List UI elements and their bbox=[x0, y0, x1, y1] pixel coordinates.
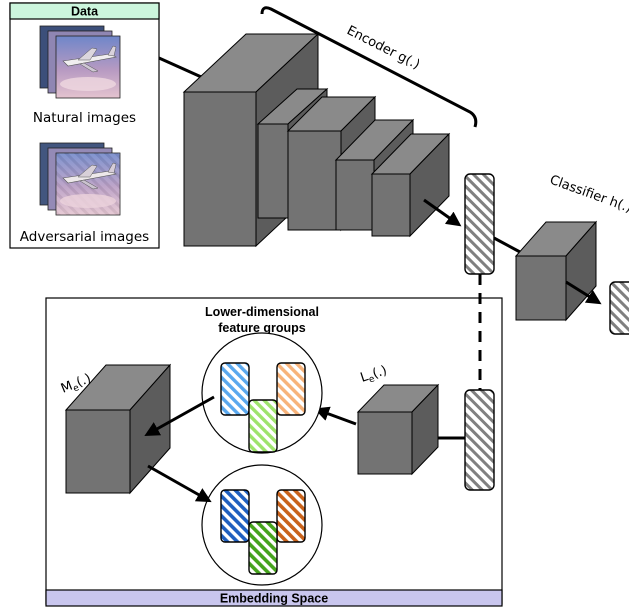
natural-images-label: Natural images bbox=[33, 110, 136, 126]
embedding-footer: Embedding Space bbox=[220, 592, 328, 606]
data-header-bg bbox=[9, 2, 160, 20]
adversarial-images-label: Adversarial images bbox=[20, 229, 149, 245]
group-green bbox=[248, 521, 278, 575]
group-green bbox=[248, 399, 278, 453]
feature-to-classifier-line bbox=[493, 236, 521, 254]
classifier-label: Classifier h(.) bbox=[548, 173, 629, 217]
le-block bbox=[356, 383, 440, 476]
output-vector bbox=[609, 281, 629, 335]
encoder-output-arrow bbox=[423, 198, 462, 227]
feature-groups-natural bbox=[201, 332, 323, 454]
airplane-icon bbox=[60, 45, 117, 91]
classifier bbox=[514, 220, 598, 322]
natural-image-stack bbox=[39, 25, 121, 99]
encoder-block-5 bbox=[370, 132, 451, 238]
le-label: Le(.) bbox=[359, 363, 390, 388]
group-blue bbox=[220, 362, 250, 416]
data-header: Data bbox=[71, 5, 99, 19]
embedding-feature-vector bbox=[464, 389, 495, 491]
adversarial-image-stack bbox=[39, 142, 121, 216]
feature-vector bbox=[464, 173, 495, 275]
encoder-bracket bbox=[260, 6, 478, 128]
groups-to-me-arrow bbox=[144, 395, 215, 437]
feature-groups-adversarial bbox=[201, 464, 323, 586]
group-orange bbox=[276, 362, 306, 416]
data-to-encoder-line bbox=[158, 56, 209, 82]
classifier-output-arrow bbox=[565, 280, 602, 305]
le-to-groups-arrow bbox=[314, 406, 357, 426]
group-orange bbox=[276, 489, 306, 543]
airplane-icon bbox=[60, 162, 117, 208]
embedding-footer-bg bbox=[45, 589, 503, 607]
embedding-space-panel: Embedding Space Lower-dimensional featur… bbox=[45, 297, 503, 607]
groups-title-line1: Lower-dimensional bbox=[205, 305, 319, 319]
me-label: Me(.) bbox=[59, 371, 94, 398]
encoder: Encoder g(.) bbox=[182, 6, 478, 248]
groups-title-line2: feature groups bbox=[218, 321, 306, 335]
me-to-groups-arrow bbox=[147, 464, 212, 503]
data-panel: Data Natural images bbox=[9, 2, 160, 249]
group-blue bbox=[220, 489, 250, 543]
